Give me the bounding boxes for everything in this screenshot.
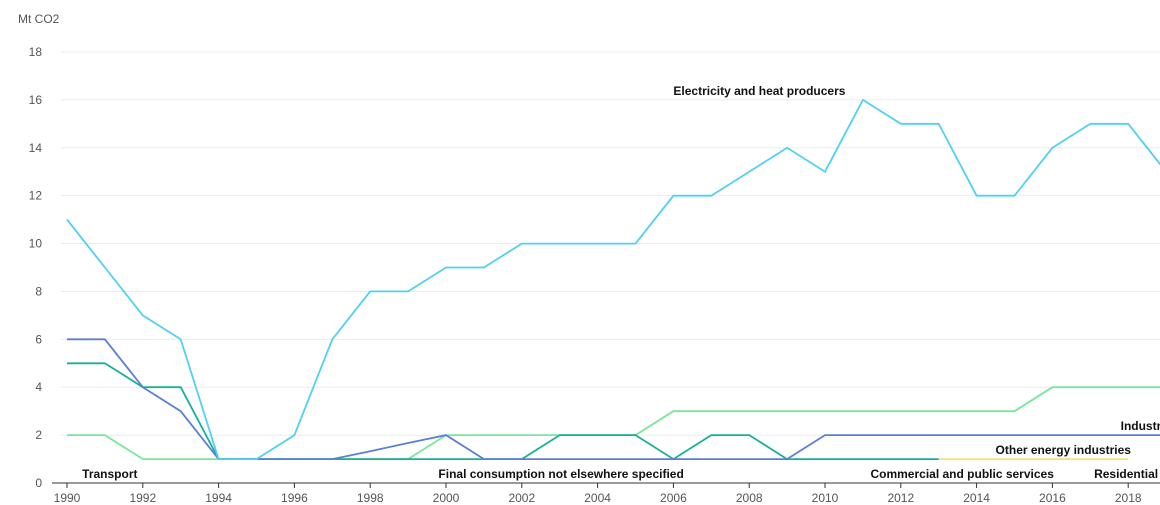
x-tick-label: 1998 xyxy=(357,491,384,505)
x-tick-label: 1996 xyxy=(281,491,308,505)
y-axis-unit-label: Mt CO2 xyxy=(18,12,60,26)
y-tick-label: 8 xyxy=(35,284,42,298)
x-tick-label: 2016 xyxy=(1039,491,1066,505)
series-line-industry[interactable] xyxy=(67,338,1160,460)
series-label: Other energy industries xyxy=(996,443,1132,457)
y-tick-label: 18 xyxy=(29,45,43,59)
y-tick-label: 0 xyxy=(35,476,42,490)
x-tick-label: 1990 xyxy=(54,491,81,505)
y-tick-label: 14 xyxy=(29,141,43,155)
y-tick-label: 10 xyxy=(29,237,43,251)
series-label: Residential xyxy=(1094,467,1158,481)
series-label: Final consumption not elsewhere specifie… xyxy=(438,467,683,481)
series-line-electricity-and-heat-producers[interactable] xyxy=(66,98,1160,460)
series-labels: Electricity and heat producers Industry Ot… xyxy=(82,84,1160,481)
series-label: Transport xyxy=(82,467,137,481)
x-tick-label: 2018 xyxy=(1115,491,1142,505)
y-tick-label: 12 xyxy=(29,189,43,203)
x-tick-label: 2004 xyxy=(584,491,611,505)
series-label: Industry xyxy=(1121,419,1160,433)
y-tick-label: 6 xyxy=(35,332,42,346)
x-tick-label: 1994 xyxy=(205,491,232,505)
series-lines xyxy=(66,98,1160,461)
x-tick-label: 2002 xyxy=(508,491,535,505)
y-tick-label: 2 xyxy=(35,428,42,442)
x-tick-label: 2012 xyxy=(887,491,914,505)
x-tick-label: 2010 xyxy=(812,491,839,505)
x-tick-label: 2008 xyxy=(736,491,763,505)
x-tick-label: 1992 xyxy=(129,491,156,505)
x-tick-label: 2014 xyxy=(963,491,990,505)
x-axis: 1990 1992 1994 1996 1998 2000 2002 2004 2006 2008… xyxy=(52,482,1160,505)
series-label: Commercial and public services xyxy=(870,467,1054,481)
y-tick-label: 16 xyxy=(29,93,43,107)
x-tick-label: 2006 xyxy=(660,491,687,505)
y-axis: 0 2 4 6 8 10 12 14 16 18 xyxy=(29,45,43,490)
series-label: Electricity and heat producers xyxy=(673,84,845,98)
y-tick-label: 4 xyxy=(35,380,42,394)
x-tick-label: 2000 xyxy=(433,491,460,505)
